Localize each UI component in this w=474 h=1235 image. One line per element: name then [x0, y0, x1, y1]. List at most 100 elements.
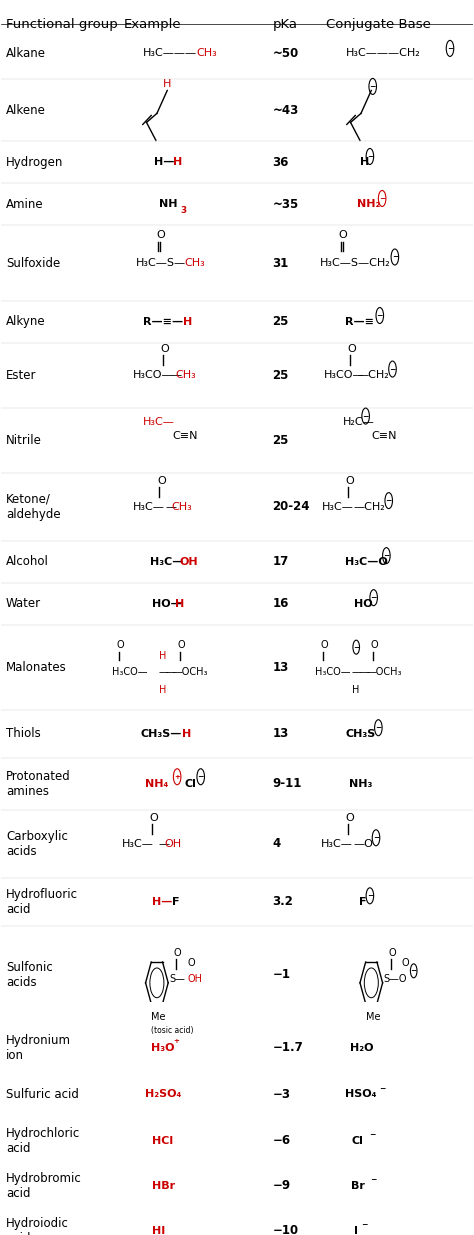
Text: F: F [358, 897, 366, 906]
Text: —: — [352, 667, 361, 677]
Text: O: O [150, 813, 159, 823]
Text: 31: 31 [273, 257, 289, 269]
Text: CH₃: CH₃ [176, 370, 197, 380]
Text: Alkyne: Alkyne [6, 315, 46, 329]
Text: −: − [371, 1176, 377, 1184]
Text: R—≡: R—≡ [346, 316, 374, 326]
Text: H: H [353, 685, 360, 695]
Text: —: — [359, 667, 369, 677]
Text: (tosic acid): (tosic acid) [151, 1026, 194, 1035]
Text: —OCH₃: —OCH₃ [366, 667, 401, 677]
Text: O: O [346, 813, 354, 823]
Text: −: − [370, 82, 376, 91]
Text: H₃C—S—: H₃C—S— [136, 258, 186, 268]
Text: −: − [379, 194, 385, 203]
Text: HO: HO [354, 599, 373, 609]
Text: −10: −10 [273, 1224, 299, 1235]
Text: —O: —O [354, 839, 374, 848]
Text: Sulfuric acid: Sulfuric acid [6, 1088, 79, 1100]
Text: 36: 36 [273, 156, 289, 169]
Text: 25: 25 [273, 433, 289, 447]
Text: O: O [156, 230, 164, 240]
Text: −: − [375, 724, 382, 732]
Text: −: − [385, 496, 392, 505]
Text: Me: Me [365, 1011, 380, 1021]
Text: H: H [163, 79, 171, 89]
Text: −1: −1 [273, 968, 291, 982]
Text: H—: H— [154, 157, 174, 168]
Text: 13: 13 [273, 661, 289, 673]
Text: Example: Example [123, 19, 181, 31]
Text: H: H [159, 685, 167, 695]
Text: Functional group: Functional group [6, 19, 118, 31]
Text: S—: S— [169, 974, 185, 984]
Text: H₃CO—: H₃CO— [315, 667, 350, 677]
Text: Sulfonic
acids: Sulfonic acids [6, 961, 53, 989]
Text: Cl: Cl [351, 1136, 363, 1146]
Text: OH: OH [187, 974, 202, 984]
Text: —CH₂: —CH₂ [357, 370, 389, 380]
Text: H₃C———CH₂: H₃C———CH₂ [346, 48, 420, 58]
Text: R—≡—: R—≡— [143, 316, 183, 326]
Text: −: − [367, 152, 373, 161]
Text: O: O [174, 947, 182, 958]
Text: 16: 16 [273, 598, 289, 610]
Text: O: O [187, 958, 195, 968]
Text: O: O [178, 640, 185, 650]
Text: —: — [166, 667, 175, 677]
Text: H₃C———: H₃C——— [143, 48, 197, 58]
Text: CH₃: CH₃ [184, 258, 205, 268]
Text: −: − [379, 1084, 385, 1093]
Text: Alkane: Alkane [6, 47, 46, 61]
Text: H₂C—: H₂C— [343, 417, 375, 427]
Text: —: — [170, 370, 181, 380]
Text: S—O: S—O [383, 974, 407, 984]
Text: Thiols: Thiols [6, 727, 41, 740]
Text: O: O [371, 640, 378, 650]
Text: 17: 17 [273, 556, 289, 568]
Text: −: − [370, 1130, 376, 1140]
Text: Alcohol: Alcohol [6, 556, 49, 568]
Text: −: − [371, 593, 377, 603]
Text: H₂SO₄: H₂SO₄ [145, 1089, 182, 1099]
Text: O: O [321, 640, 328, 650]
Text: H—: H— [152, 897, 173, 906]
Text: Ketone/
aldehyde: Ketone/ aldehyde [6, 493, 61, 521]
Text: ~43: ~43 [273, 104, 299, 117]
Text: −: − [410, 966, 417, 976]
Text: —: — [158, 839, 169, 848]
Text: CH₃S—: CH₃S— [140, 729, 182, 739]
Text: H₃C—: H₃C— [143, 417, 174, 427]
Text: −: − [353, 642, 359, 652]
Text: Cl: Cl [184, 779, 196, 789]
Text: Protonated
amines: Protonated amines [6, 769, 71, 798]
Text: −: − [383, 551, 390, 561]
Text: Carboxylic
acids: Carboxylic acids [6, 830, 68, 858]
Text: H₃C—O: H₃C—O [346, 557, 388, 567]
Text: H: H [175, 599, 184, 609]
Text: C≡N: C≡N [172, 431, 198, 441]
Text: H: H [159, 651, 167, 661]
Text: pKa: pKa [273, 19, 297, 31]
Text: H₃CO—: H₃CO— [133, 370, 174, 380]
Text: Hydrochloric
acid: Hydrochloric acid [6, 1126, 81, 1155]
Text: −: − [361, 1220, 367, 1230]
Text: O: O [338, 230, 347, 240]
Text: H₂O: H₂O [350, 1042, 374, 1053]
Text: O: O [117, 640, 125, 650]
Text: Ester: Ester [6, 368, 36, 382]
Text: −9: −9 [273, 1179, 291, 1193]
Text: H₃C—: H₃C— [133, 501, 165, 511]
Text: Conjugate Base: Conjugate Base [326, 19, 431, 31]
Text: H: H [359, 157, 369, 168]
Text: 20-24: 20-24 [273, 500, 310, 513]
Text: −: − [198, 772, 204, 782]
Text: —: — [158, 667, 168, 677]
Text: ~50: ~50 [273, 47, 299, 61]
Text: Nitrile: Nitrile [6, 433, 42, 447]
Text: H₃O: H₃O [151, 1042, 175, 1053]
Text: −: − [376, 311, 383, 320]
Text: 13: 13 [273, 727, 289, 740]
Text: CH₃S: CH₃S [346, 729, 375, 739]
Text: 3: 3 [180, 206, 186, 215]
